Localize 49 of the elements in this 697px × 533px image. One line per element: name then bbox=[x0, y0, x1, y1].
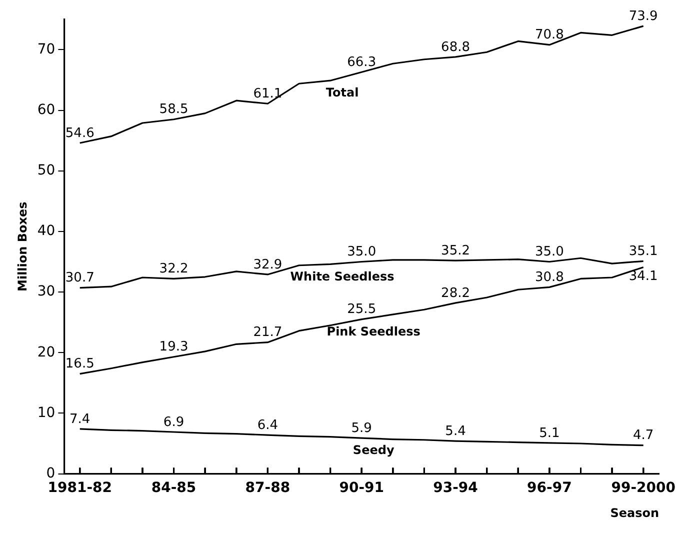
x-tick-label: 93-94 bbox=[433, 480, 478, 496]
series-label: Total bbox=[326, 86, 359, 100]
data-label: 19.3 bbox=[159, 340, 188, 355]
y-tick-label: 70 bbox=[37, 41, 56, 58]
data-label: 32.2 bbox=[159, 262, 188, 277]
data-label: 68.8 bbox=[441, 40, 470, 55]
data-label: 35.2 bbox=[441, 243, 470, 258]
data-label: 4.7 bbox=[633, 428, 654, 444]
data-label: 32.9 bbox=[253, 257, 282, 272]
data-label: 7.4 bbox=[70, 412, 90, 427]
data-label: 35.0 bbox=[347, 244, 376, 260]
data-label: 35.0 bbox=[534, 244, 564, 260]
data-label: 5.4 bbox=[445, 424, 466, 439]
y-tick-label: 0 bbox=[46, 465, 56, 482]
data-label: 61.1 bbox=[253, 86, 282, 102]
data-label: 16.5 bbox=[65, 356, 94, 372]
data-label: 6.4 bbox=[257, 418, 278, 433]
series-label: Pink Seedless bbox=[326, 324, 420, 338]
data-label: 73.9 bbox=[628, 8, 658, 24]
data-label: 6.9 bbox=[163, 414, 184, 430]
y-tick-label: 40 bbox=[37, 223, 56, 240]
x-tick-label: 99-2000 bbox=[611, 480, 676, 496]
y-tick-label: 60 bbox=[37, 102, 56, 118]
data-label: 30.8 bbox=[534, 270, 564, 286]
data-label: 66.3 bbox=[347, 54, 376, 70]
data-label: 70.8 bbox=[534, 28, 564, 43]
data-label: 34.1 bbox=[628, 269, 658, 284]
x-tick-label: 87-88 bbox=[245, 480, 290, 496]
data-label: 5.9 bbox=[351, 420, 372, 436]
y-axis-title: Million Boxes bbox=[15, 202, 30, 292]
data-label: 30.7 bbox=[65, 270, 94, 286]
x-tick-label: 90-91 bbox=[339, 480, 384, 496]
data-label: 58.5 bbox=[159, 102, 188, 118]
x-axis-title: Season bbox=[610, 506, 659, 520]
data-label: 25.5 bbox=[347, 302, 376, 318]
data-label: 54.6 bbox=[65, 126, 94, 141]
data-label: 28.2 bbox=[441, 286, 470, 301]
y-tick-label: 10 bbox=[37, 404, 56, 421]
y-tick-label: 50 bbox=[37, 162, 56, 179]
data-label: 35.1 bbox=[628, 244, 658, 260]
series-label: Seedy bbox=[352, 443, 394, 458]
y-tick-label: 20 bbox=[37, 344, 56, 360]
x-tick-label: 1981-82 bbox=[48, 480, 112, 496]
series-label: White Seedless bbox=[290, 269, 394, 284]
y-tick-label: 30 bbox=[37, 284, 56, 300]
x-tick-label: 84-85 bbox=[151, 480, 196, 496]
data-label: 5.1 bbox=[539, 426, 560, 441]
data-label: 21.7 bbox=[253, 325, 282, 340]
x-tick-label: 96-97 bbox=[527, 480, 572, 496]
